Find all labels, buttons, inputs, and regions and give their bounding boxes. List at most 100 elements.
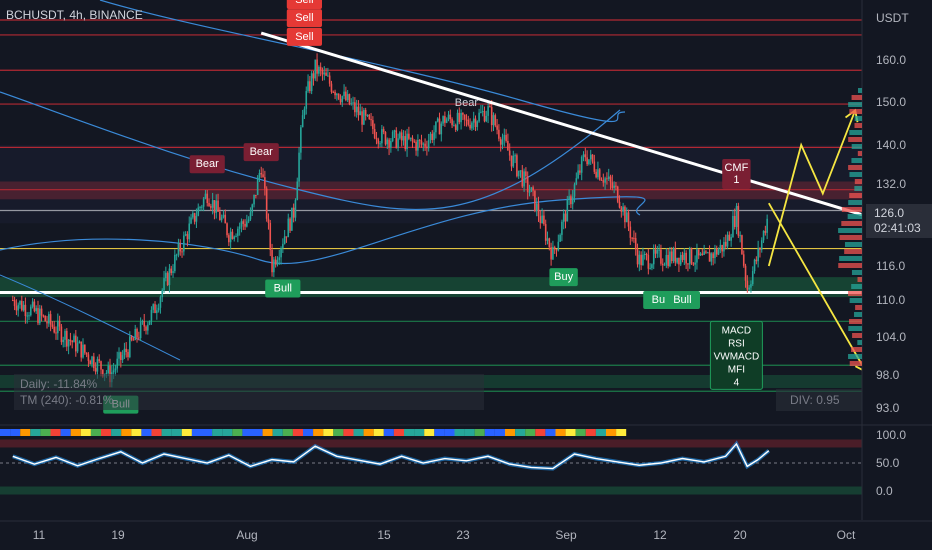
time-axis[interactable]: 11 19 Aug 15 23 Sep 12 20 Oct <box>0 520 932 550</box>
signal-badge-text: Sell <box>295 0 313 6</box>
volume-profile-bar <box>839 235 862 240</box>
symbol-title[interactable]: BCHUSDT, 4h, BINANCE <box>6 8 143 22</box>
candle-body <box>143 321 146 327</box>
support-band <box>0 277 862 298</box>
indicator-tick-label: 0.0 <box>876 484 893 498</box>
price-tick-label: 150.0 <box>876 95 906 109</box>
candle-body <box>283 236 286 244</box>
candle-body <box>400 132 403 141</box>
candle-body <box>665 254 668 265</box>
candle-body <box>764 230 767 233</box>
signal-badge <box>243 143 279 162</box>
candle-body <box>210 206 212 208</box>
volume-profile-bar <box>855 305 862 310</box>
candle-body <box>435 121 437 133</box>
candle-body <box>730 237 732 241</box>
candle-body <box>359 111 362 116</box>
candle-body <box>723 241 725 252</box>
volume-profile-bar <box>849 319 862 324</box>
price-axis[interactable]: 93.0 98.0 104.0 110.0 116.0 132.0 140.0 150.0 16… <box>838 0 932 520</box>
candle-body <box>271 250 273 273</box>
indicator-strip-segment <box>515 429 526 436</box>
candle-body <box>267 218 270 223</box>
candle-body <box>357 106 360 116</box>
candle-body <box>57 320 59 334</box>
candle-body <box>658 249 660 251</box>
volume-profile-bar <box>848 354 862 359</box>
candle-body <box>141 321 144 323</box>
candle-body <box>244 223 246 227</box>
candle-body <box>636 249 639 265</box>
volume-profile-bar <box>858 88 862 93</box>
candle-body <box>22 304 25 311</box>
volume-profile-bar <box>854 312 862 317</box>
signal-badge <box>549 268 578 287</box>
projection-path[interactable] <box>767 110 857 267</box>
candle-body <box>274 259 277 265</box>
candle-body <box>390 141 392 148</box>
volume-profile-bar <box>848 200 862 205</box>
candle-body <box>409 137 412 139</box>
candle-body <box>526 176 529 192</box>
candle-body <box>262 174 264 178</box>
candle-body <box>762 230 765 241</box>
candle-body <box>217 200 219 212</box>
indicator-strip-segment <box>282 429 293 436</box>
candle-body <box>30 306 32 316</box>
candle-body <box>361 111 363 125</box>
candle-body <box>492 115 495 126</box>
volume-profile-bar <box>857 340 862 345</box>
candle-body <box>570 196 572 205</box>
candle-body <box>222 214 225 218</box>
candle-body <box>388 139 390 148</box>
candle-body <box>312 73 315 79</box>
candle-body <box>588 159 590 165</box>
candle-body <box>597 169 599 178</box>
candle-body <box>609 176 612 183</box>
candle-body <box>363 109 365 125</box>
candle-body <box>136 328 138 338</box>
candle-body <box>451 119 453 126</box>
candle-body <box>519 170 522 172</box>
projection-path[interactable] <box>768 202 867 373</box>
candle-body <box>314 59 317 79</box>
time-tick-label: 20 <box>733 528 747 542</box>
indicator-axis[interactable]: 100.0 50.0 0.0 <box>0 424 932 498</box>
candle-body <box>188 223 191 240</box>
candle-body <box>744 265 747 281</box>
indicator-strip-segment <box>595 429 606 436</box>
candle-body <box>717 249 720 255</box>
candle-body <box>235 235 237 237</box>
indicator-strip-segment <box>40 429 51 436</box>
indicator-strip-segment <box>343 429 354 436</box>
price-axis-background <box>862 0 932 520</box>
candle-body <box>496 125 498 130</box>
candle-body <box>348 94 351 105</box>
indicator-strip-segment <box>151 429 162 436</box>
candle-body <box>58 320 61 327</box>
indicator-strip-segment <box>121 429 132 436</box>
candle-body <box>615 185 617 187</box>
candle-body <box>89 360 92 365</box>
indicator-pane <box>0 429 862 521</box>
multi-signal-text: 4 <box>734 377 740 388</box>
candle-body <box>440 123 443 135</box>
volume-profile-bar <box>851 284 862 289</box>
candle-body <box>181 251 183 253</box>
candle-body <box>454 125 457 130</box>
candle-body <box>411 137 414 142</box>
candle-body <box>384 131 387 145</box>
candle-body <box>379 143 381 145</box>
candle-body <box>174 254 176 272</box>
candle-body <box>458 112 461 123</box>
candle-body <box>370 119 372 121</box>
candle-body <box>278 257 281 261</box>
price-tick-label: 98.0 <box>876 368 900 382</box>
candle-body <box>132 339 135 341</box>
signal-badge <box>265 279 301 298</box>
candle-body <box>121 355 124 361</box>
candle-body <box>606 178 608 180</box>
candle-body <box>260 173 263 175</box>
